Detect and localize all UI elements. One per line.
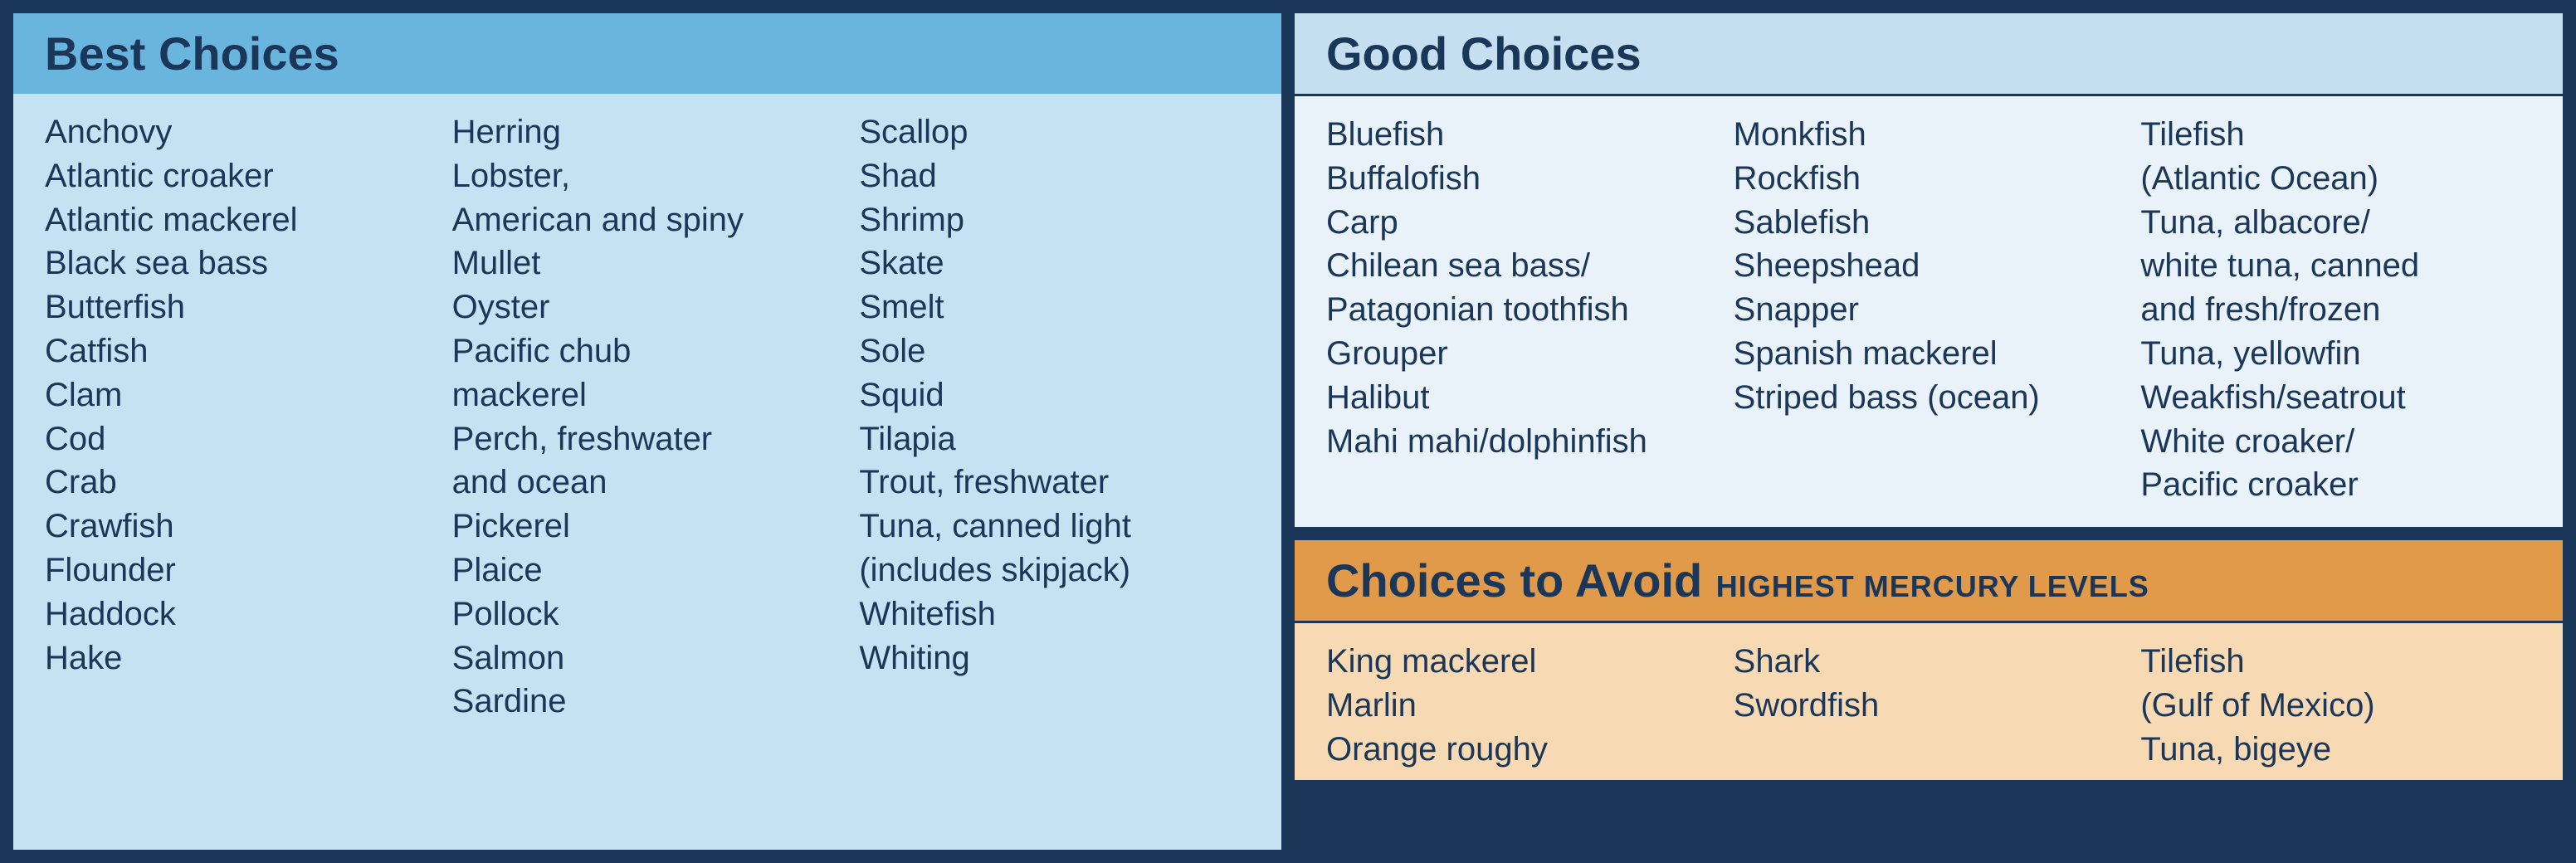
list-item: Shark	[1734, 640, 2125, 684]
list-item: Tuna, bigeye	[2140, 728, 2531, 772]
list-item: Scallop	[859, 110, 1250, 154]
good-choices-columns: BluefishBuffalofishCarpChilean sea bass/…	[1326, 113, 2531, 507]
list-item: Flounder	[45, 549, 436, 592]
list-item: Tilapia	[859, 417, 1250, 461]
list-item: Carp	[1326, 201, 1717, 245]
list-item: Tuna, albacore/white tuna, cannedand fre…	[2140, 201, 2531, 332]
list-item: Pacific chubmackerel	[452, 329, 843, 417]
best-choices-title: Best Choices	[45, 27, 339, 80]
list-item: Halibut	[1326, 376, 1717, 420]
avoid-choices-title: Choices to Avoid	[1326, 554, 1702, 607]
list-item: Pickerel	[452, 505, 843, 549]
avoid-choices-subtitle: HIGHEST MERCURY LEVELS	[1716, 569, 2149, 603]
list-item: Black sea bass	[45, 241, 436, 285]
list-item: Mullet	[452, 241, 843, 285]
avoid-choices-columns: King mackerelMarlinOrange roughySharkSwo…	[1326, 640, 2531, 771]
list-item: Sablefish	[1734, 201, 2125, 245]
list-item: Atlantic mackerel	[45, 198, 436, 242]
list-item: Mahi mahi/dolphinfish	[1326, 420, 1717, 464]
list-column: BluefishBuffalofishCarpChilean sea bass/…	[1326, 113, 1717, 507]
list-item: Tuna, yellowfin	[2140, 332, 2531, 376]
list-item: Chilean sea bass/Patagonian toothfish	[1326, 244, 1717, 332]
list-item: Sheepshead	[1734, 244, 2125, 288]
list-column: MonkfishRockfishSablefishSheepsheadSnapp…	[1734, 113, 2125, 507]
list-item: Skate	[859, 241, 1250, 285]
best-choices-body: AnchovyAtlantic croakerAtlantic mackerel…	[13, 94, 1281, 850]
avoid-choices-body: King mackerelMarlinOrange roughySharkSwo…	[1295, 621, 2563, 779]
list-item: Squid	[859, 373, 1250, 417]
list-item: Trout, freshwater	[859, 461, 1250, 505]
good-choices-title: Good Choices	[1326, 27, 1642, 80]
list-column: AnchovyAtlantic croakerAtlantic mackerel…	[45, 110, 436, 841]
list-item: Bluefish	[1326, 113, 1717, 157]
list-item: Catfish	[45, 329, 436, 373]
list-item: Striped bass (ocean)	[1734, 376, 2125, 420]
list-item: Sardine	[452, 680, 843, 724]
list-item: Shrimp	[859, 198, 1250, 242]
list-column: King mackerelMarlinOrange roughy	[1326, 640, 1717, 771]
list-item: Tilefish(Gulf of Mexico)	[2140, 640, 2531, 728]
list-item: Whitefish	[859, 592, 1250, 636]
list-item: Tilefish(Atlantic Ocean)	[2140, 113, 2531, 201]
good-choices-body: BluefishBuffalofishCarpChilean sea bass/…	[1295, 94, 2563, 527]
best-choices-columns: AnchovyAtlantic croakerAtlantic mackerel…	[45, 110, 1250, 841]
list-item: Lobster,American and spiny	[452, 154, 843, 242]
list-item: Spanish mackerel	[1734, 332, 2125, 376]
list-item: Rockfish	[1734, 157, 2125, 201]
avoid-choices-header: Choices to Avoid HIGHEST MERCURY LEVELS	[1295, 540, 2563, 621]
list-item: Cod	[45, 417, 436, 461]
list-item: Orange roughy	[1326, 728, 1717, 772]
list-item: White croaker/Pacific croaker	[2140, 420, 2531, 508]
list-item: Atlantic croaker	[45, 154, 436, 198]
list-item: Salmon	[452, 636, 843, 680]
list-item: Grouper	[1326, 332, 1717, 376]
list-column: SharkSwordfish	[1734, 640, 2125, 771]
best-choices-header: Best Choices	[13, 13, 1281, 94]
list-item: Snapper	[1734, 288, 2125, 332]
list-item: Tuna, canned light(includes skipjack)	[859, 505, 1250, 592]
list-item: Whiting	[859, 636, 1250, 680]
list-column: Tilefish(Atlantic Ocean)Tuna, albacore/w…	[2140, 113, 2531, 507]
list-item: Anchovy	[45, 110, 436, 154]
list-column: Tilefish(Gulf of Mexico)Tuna, bigeye	[2140, 640, 2531, 771]
list-item: Crab	[45, 461, 436, 505]
avoid-choices-panel: Choices to Avoid HIGHEST MERCURY LEVELS …	[1295, 540, 2563, 779]
list-item: Swordfish	[1734, 684, 2125, 728]
good-choices-panel: Good Choices BluefishBuffalofishCarpChil…	[1295, 13, 2563, 527]
list-item: Weakfish/seatrout	[2140, 376, 2531, 420]
list-item: Marlin	[1326, 684, 1717, 728]
list-column: ScallopShadShrimpSkateSmeltSoleSquidTila…	[859, 110, 1250, 841]
chart-container: Best Choices AnchovyAtlantic croakerAtla…	[0, 0, 2576, 863]
list-item: Clam	[45, 373, 436, 417]
list-item: Perch, freshwaterand ocean	[452, 417, 843, 505]
list-item: Sole	[859, 329, 1250, 373]
list-item: Hake	[45, 636, 436, 680]
right-panel: Good Choices BluefishBuffalofishCarpChil…	[1295, 13, 2563, 850]
list-item: Plaice	[452, 549, 843, 592]
list-item: Haddock	[45, 592, 436, 636]
list-item: Smelt	[859, 285, 1250, 329]
list-item: King mackerel	[1326, 640, 1717, 684]
best-choices-panel: Best Choices AnchovyAtlantic croakerAtla…	[13, 13, 1281, 850]
good-choices-header: Good Choices	[1295, 13, 2563, 94]
list-item: Herring	[452, 110, 843, 154]
list-item: Buffalofish	[1326, 157, 1717, 201]
list-item: Oyster	[452, 285, 843, 329]
list-item: Pollock	[452, 592, 843, 636]
list-column: HerringLobster,American and spinyMulletO…	[452, 110, 843, 841]
list-item: Butterfish	[45, 285, 436, 329]
list-item: Crawfish	[45, 505, 436, 549]
list-item: Shad	[859, 154, 1250, 198]
list-item: Monkfish	[1734, 113, 2125, 157]
